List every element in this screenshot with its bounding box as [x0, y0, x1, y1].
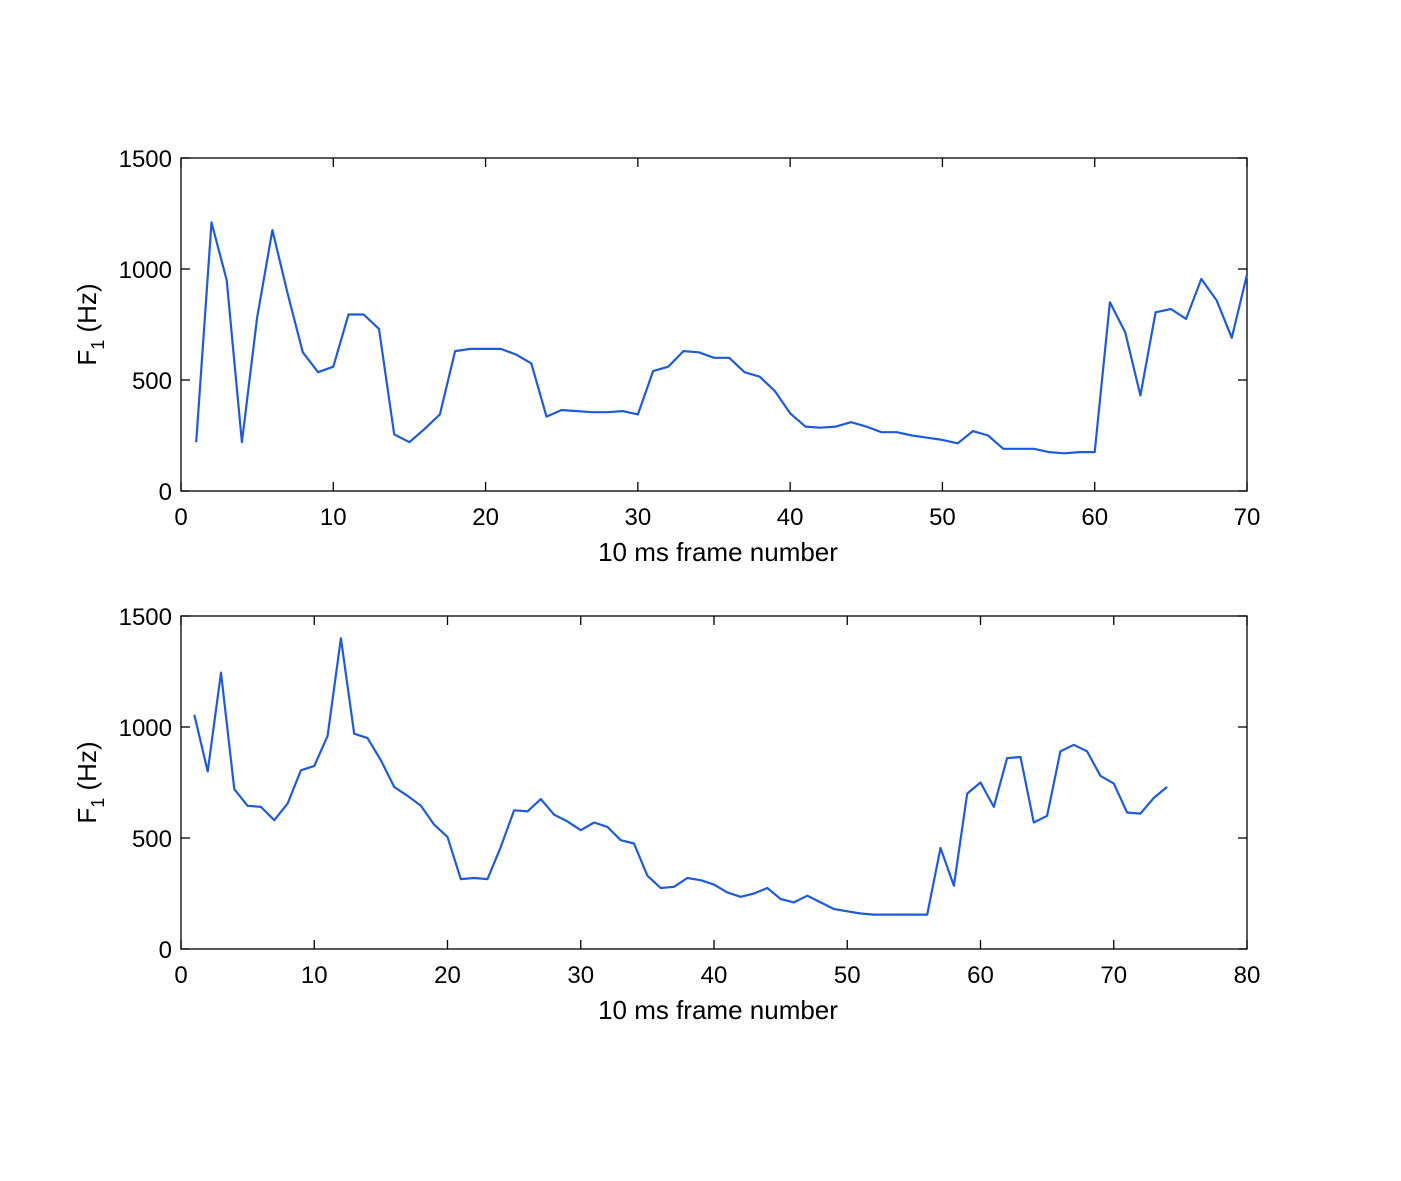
x-tick-label: 40 — [777, 504, 804, 531]
y-tick-label: 500 — [132, 826, 172, 853]
x-tick-label: 70 — [1234, 504, 1261, 531]
top-chart: 0 10 20 30 40 50 60 70 0 500 1000 1500 10 ms frame n… — [72, 146, 1260, 567]
y-tick-label: 1000 — [119, 257, 172, 284]
y-axis-label: F1 (Hz) — [72, 741, 108, 823]
x-tick-label: 0 — [174, 962, 187, 989]
bottom-chart: 0 10 20 30 40 50 60 70 80 0 500 1000 1500 10 ms frame… — [72, 604, 1260, 1025]
plot-frame — [180, 615, 1248, 950]
x-tick-label: 0 — [174, 504, 187, 531]
y-tick-label: 0 — [159, 479, 172, 506]
plot-frame — [180, 157, 1248, 492]
x-tick-label: 50 — [834, 962, 861, 989]
y-tick-label: 1500 — [119, 604, 172, 631]
series-line — [193, 637, 1168, 916]
x-tick-label: 20 — [472, 504, 499, 531]
x-axis-label: 10 ms frame number — [598, 537, 838, 567]
x-tick-label: 60 — [1081, 504, 1108, 531]
y-axis-label: F1 (Hz) — [72, 283, 108, 365]
x-tick-label: 10 — [301, 962, 328, 989]
series-line — [195, 221, 1249, 455]
y-tick-label: 500 — [132, 368, 172, 395]
x-tick-label: 50 — [929, 504, 956, 531]
x-tick-label: 30 — [567, 962, 594, 989]
x-axis-label: 10 ms frame number — [598, 995, 838, 1025]
x-tick-label: 30 — [625, 504, 652, 531]
y-tick-label: 0 — [159, 937, 172, 964]
x-tick-label: 60 — [967, 962, 994, 989]
y-tick-label: 1000 — [119, 715, 172, 742]
x-tick-label: 20 — [434, 962, 461, 989]
x-tick-label: 40 — [701, 962, 728, 989]
x-tick-label: 10 — [320, 504, 347, 531]
x-tick-label: 70 — [1100, 962, 1127, 989]
x-tick-label: 80 — [1234, 962, 1261, 989]
y-tick-label: 1500 — [119, 146, 172, 173]
